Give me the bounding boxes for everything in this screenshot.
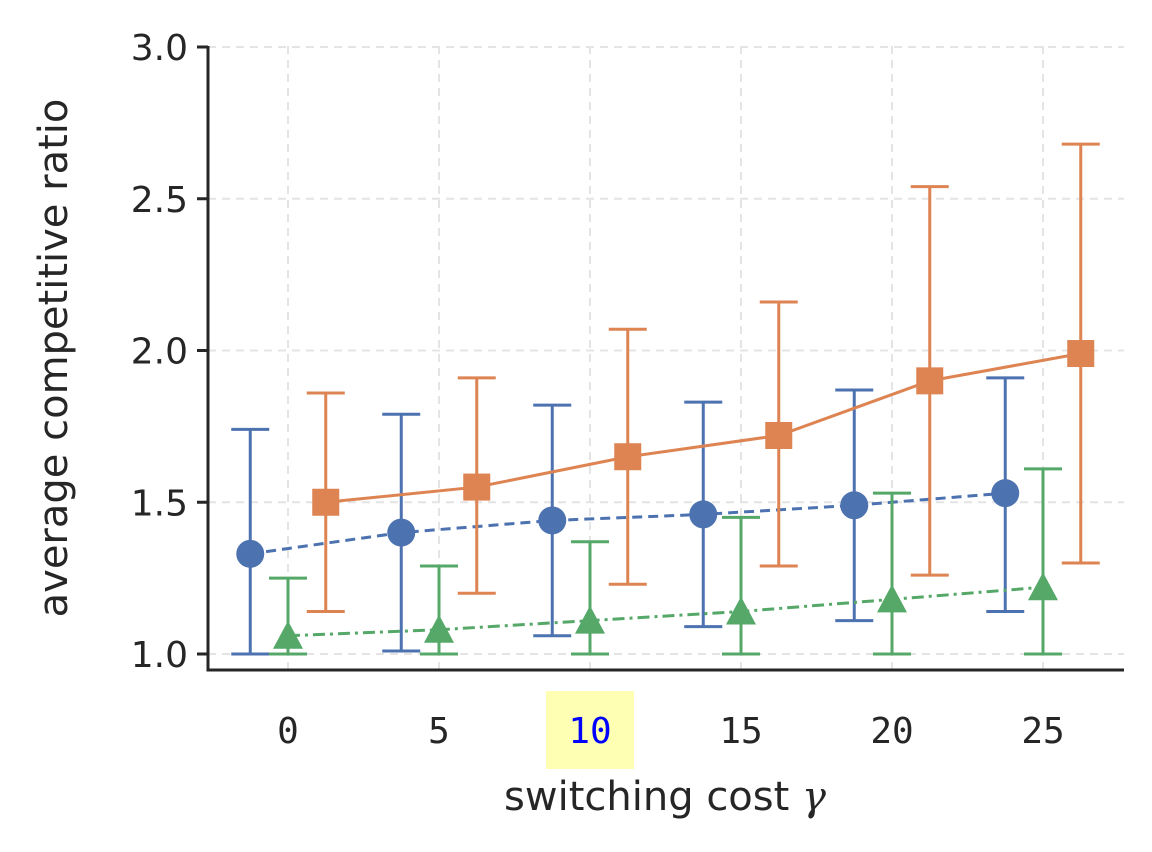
x-axis-label-text: switching cost xyxy=(504,774,789,820)
series-line xyxy=(287,585,1044,638)
x-tick-label: 20 xyxy=(870,711,913,752)
data-point xyxy=(575,605,605,634)
x-tick-highlight xyxy=(546,691,634,769)
x-tick-label: 5 xyxy=(428,711,450,752)
x-tick-highlight-box xyxy=(546,691,634,769)
series-orange xyxy=(306,142,1100,614)
x-tick-label: 25 xyxy=(1021,711,1064,752)
data-point xyxy=(614,443,642,471)
x-tick-label: 15 xyxy=(719,711,762,752)
series-line xyxy=(325,352,1082,504)
axes xyxy=(206,46,1124,672)
y-tick-label: 2.0 xyxy=(131,332,188,373)
x-tick-label: 0 xyxy=(277,711,299,752)
y-tick-label: 3.0 xyxy=(131,28,188,69)
data-point xyxy=(916,367,944,395)
data-point xyxy=(312,488,340,516)
data-point xyxy=(1028,572,1058,601)
x-axis-label: switching cost γ xyxy=(504,774,826,820)
ticks: 1.0 1.5 2.0 2.5 3.0 0 5 10 15 20 25 xyxy=(131,28,1065,752)
y-tick-label: 1.5 xyxy=(131,483,188,524)
series-green xyxy=(269,467,1062,656)
grid xyxy=(208,46,1124,670)
data-point xyxy=(424,614,454,643)
data-point xyxy=(538,506,567,535)
data-point xyxy=(726,596,756,625)
data-point xyxy=(463,473,491,501)
data-point xyxy=(387,518,416,547)
data-point xyxy=(877,584,907,613)
y-axis-label: average competitive ratio xyxy=(31,99,77,618)
data-point xyxy=(273,620,303,649)
x-axis-label-symbol: γ xyxy=(802,774,826,820)
data-point xyxy=(236,539,265,568)
y-tick-label: 2.5 xyxy=(131,180,188,221)
data-point xyxy=(689,500,718,529)
data-point xyxy=(840,491,869,520)
data-point xyxy=(991,479,1020,508)
data-point xyxy=(1067,340,1095,368)
y-tick-label: 1.0 xyxy=(131,635,188,676)
series-line xyxy=(250,491,1006,556)
data-point xyxy=(765,421,793,449)
x-tick-label: 10 xyxy=(568,711,611,752)
series-blue xyxy=(231,376,1025,656)
plot-area xyxy=(231,142,1100,656)
